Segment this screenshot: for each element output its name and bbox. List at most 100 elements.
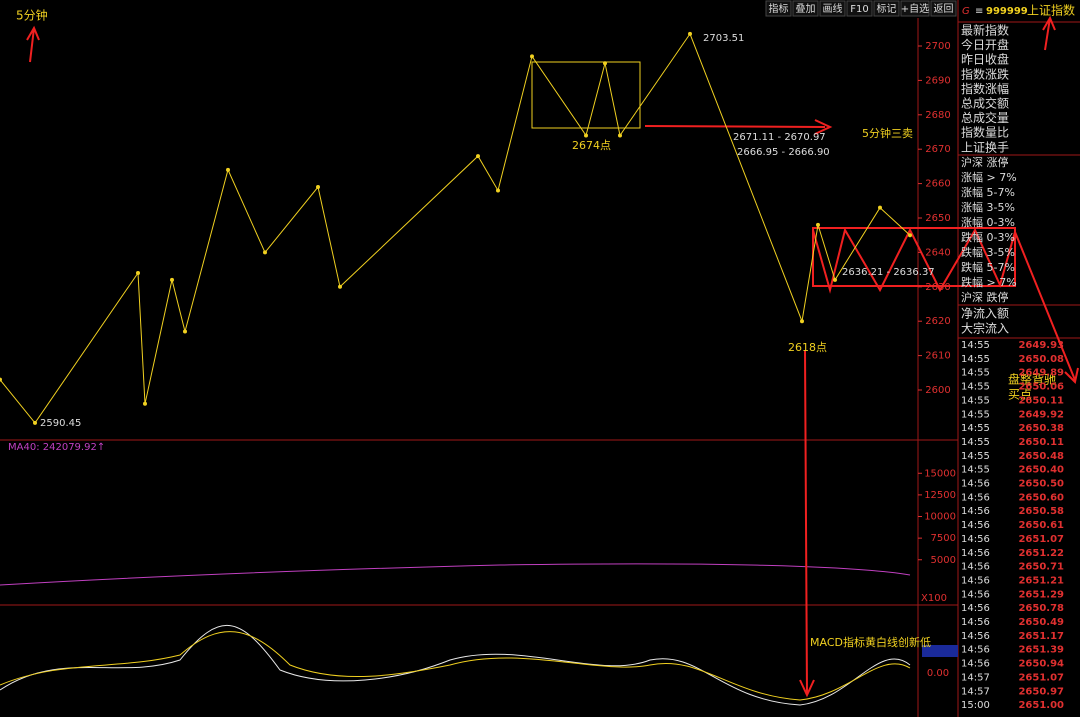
tick-price: 2650.71 <box>1018 562 1064 573</box>
tick-time: 14:56 <box>961 562 990 573</box>
tick-time: 14:55 <box>961 340 990 351</box>
tick-time: 14:56 <box>961 603 990 614</box>
side-label: 总成交额 <box>961 96 1009 111</box>
tick-price: 2649.93 <box>1018 340 1064 351</box>
y-tick-label: 7500 <box>931 533 956 544</box>
toolbar-button[interactable] <box>846 0 873 17</box>
toolbar-label[interactable]: 标记 <box>877 3 897 15</box>
pivot <box>618 133 622 138</box>
y-tick-label: 2670 <box>925 144 950 155</box>
tick-price: 2650.58 <box>1018 506 1064 517</box>
toolbar-button[interactable] <box>900 0 930 17</box>
tick-time: 14:56 <box>961 617 990 628</box>
tick-price: 2650.40 <box>1018 465 1064 476</box>
breadth-label: 跌幅 > 7% <box>961 275 1017 289</box>
annotation: MACD指标黄白线创新低 <box>810 635 931 649</box>
pivot <box>833 277 837 282</box>
macd-dea <box>0 631 911 701</box>
y-tick-label: 2640 <box>925 247 950 258</box>
consolidation-box <box>531 61 641 129</box>
tick-time: 14:57 <box>961 672 990 683</box>
tick-time: 14:55 <box>961 395 990 406</box>
pivot <box>143 401 147 406</box>
menu[interactable]: G <box>962 6 970 17</box>
macd-marker <box>922 645 958 657</box>
side-label: 指数量比 <box>961 125 1009 140</box>
annotation: 2674点 <box>572 139 611 152</box>
pivot <box>338 284 342 289</box>
y-tick-label: 15000 <box>924 468 956 479</box>
pivot <box>816 222 820 227</box>
pivot <box>878 205 882 210</box>
pivot <box>530 54 534 59</box>
pivot <box>170 277 174 282</box>
breadth-label: 跌幅 3-5% <box>961 245 1015 259</box>
toolbar-label[interactable]: +自选 <box>901 2 929 15</box>
y-tick-label: 2620 <box>925 316 950 327</box>
pivot <box>226 167 230 172</box>
y-tick-label: 2700 <box>925 41 950 52</box>
tick-price: 2650.11 <box>1018 437 1064 448</box>
pivot <box>136 271 140 276</box>
icon[interactable]: ≡ <box>975 6 983 17</box>
tick-price: 2650.50 <box>1018 479 1064 490</box>
toolbar-label[interactable]: F10 <box>850 4 868 15</box>
tick-time: 14:56 <box>961 506 990 517</box>
toolbar-label[interactable]: 叠加 <box>796 3 816 15</box>
side-label: 最新指数 <box>961 23 1009 38</box>
flow-label: 净流入额 <box>961 307 1009 321</box>
range-label: 2636.21 - 2636.37 <box>842 267 935 278</box>
side-label: 总成交量 <box>961 110 1009 125</box>
tick-price: 2650.60 <box>1018 492 1064 503</box>
tick-time: 14:56 <box>961 534 990 545</box>
breadth-label: 涨幅 0-3% <box>961 216 1015 229</box>
side-label: 指数涨幅 <box>961 81 1009 96</box>
toolbar-button[interactable] <box>765 0 792 17</box>
y-tick-label: 2690 <box>925 75 950 86</box>
tick-time: 14:55 <box>961 409 990 420</box>
tick-time: 14:56 <box>961 589 990 600</box>
y-tick-label: 5000 <box>931 555 956 566</box>
tick-price: 2650.06 <box>1018 382 1064 393</box>
tick-time: 14:56 <box>961 575 990 586</box>
pivot <box>33 420 37 425</box>
breadth-label: 涨幅 > 7% <box>961 171 1017 184</box>
name: 上证指数 <box>1027 3 1075 18</box>
pivot <box>263 250 267 255</box>
toolbar-button[interactable] <box>792 0 819 17</box>
flow-label: 大宗流入 <box>961 321 1009 336</box>
tick-time: 14:56 <box>961 492 990 503</box>
annotation: 盘整背驰 <box>1008 372 1056 387</box>
pivot <box>908 233 912 238</box>
tick-price: 2650.48 <box>1018 451 1064 462</box>
pivot <box>800 319 804 324</box>
toolbar-button[interactable] <box>930 0 957 17</box>
breadth-label: 涨幅 3-5% <box>961 201 1015 214</box>
tick-time: 14:56 <box>961 520 990 531</box>
pivot <box>316 185 320 190</box>
y-tick-label: 2600 <box>925 385 950 396</box>
toolbar-label[interactable]: 返回 <box>934 3 954 15</box>
y-tick-label: 12500 <box>924 490 956 501</box>
high-label: 2703.51 <box>703 33 744 44</box>
tick-time: 14:56 <box>961 548 990 559</box>
tick-time: 14:56 <box>961 659 990 670</box>
toolbar-button[interactable] <box>873 0 900 17</box>
y-tick-label: 2680 <box>925 110 950 121</box>
pivot <box>183 329 187 334</box>
annotation-shapes <box>26 15 1079 698</box>
tick-price: 2651.00 <box>1018 700 1064 711</box>
pivot <box>584 133 588 138</box>
tick-price: 2651.17 <box>1018 631 1064 642</box>
tick-time: 14:56 <box>961 645 990 656</box>
code: 999999 <box>986 6 1028 17</box>
tick-price: 2651.22 <box>1018 548 1064 559</box>
toolbar-button[interactable] <box>819 0 846 17</box>
tick-time: 14:55 <box>961 368 990 379</box>
toolbar-label[interactable]: 画线 <box>823 2 843 15</box>
breadth-label: 沪深 跌停 <box>961 290 1009 304</box>
y-tick-label: 2630 <box>925 282 950 293</box>
side-label: 指数涨跌 <box>961 66 1009 81</box>
tick-time: 14:55 <box>961 451 990 462</box>
toolbar-label[interactable]: 指标 <box>769 2 789 15</box>
